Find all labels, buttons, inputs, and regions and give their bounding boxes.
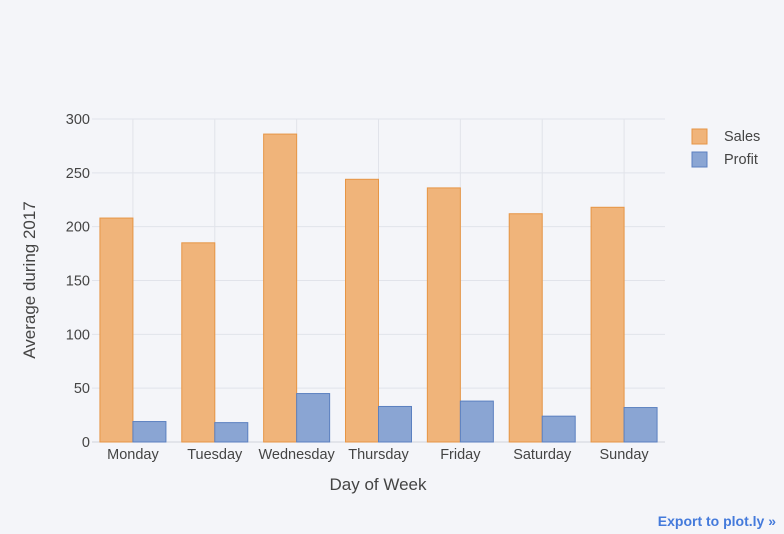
y-tick-labels: 0 50 100 150 200 250 300 (66, 112, 90, 451)
x-tick-label: Friday (440, 447, 481, 463)
legend-swatch (691, 128, 708, 145)
x-tick-label: Thursday (348, 447, 409, 463)
bar-profit-saturday[interactable] (541, 415, 576, 443)
export-to-plotly-link[interactable]: Export to plot.ly » (657, 513, 776, 529)
bar-sales-tuesday[interactable] (181, 242, 216, 443)
bar-profit-tuesday[interactable] (214, 422, 249, 443)
y-tick-label: 0 (82, 435, 90, 451)
x-tick-labels: Monday Tuesday Wednesday Thursday Friday Satu… (107, 447, 649, 463)
y-axis-title: Average during 2017 (20, 201, 39, 359)
y-tick-label: 300 (66, 112, 90, 128)
bar-profit-friday[interactable] (459, 400, 494, 443)
x-tick-label: Tuesday (187, 447, 243, 463)
x-tick-label: Monday (107, 447, 159, 463)
bar-sales-friday[interactable] (426, 187, 461, 443)
bar-profit-thursday[interactable] (378, 405, 412, 443)
bars-layer (99, 133, 658, 443)
legend-label: Profit (724, 152, 758, 168)
legend-label: Sales (724, 129, 760, 145)
x-tick-label: Sunday (599, 447, 649, 463)
y-tick-label: 100 (66, 327, 90, 343)
y-tick-label: 50 (74, 381, 90, 397)
x-axis-title: Day of Week (329, 475, 427, 494)
legend[interactable]: Sales Profit (691, 128, 760, 168)
x-tick-label: Saturday (513, 447, 572, 463)
y-tick-label: 200 (66, 220, 90, 236)
legend-item-profit[interactable]: Profit (691, 151, 758, 168)
legend-swatch (691, 151, 708, 168)
bar-profit-monday[interactable] (132, 421, 167, 443)
bar-sales-thursday[interactable] (345, 178, 379, 443)
bar-sales-saturday[interactable] (508, 213, 543, 443)
y-tick-label: 250 (66, 166, 90, 182)
bar-profit-sunday[interactable] (623, 407, 658, 443)
bar-sales-wednesday[interactable] (263, 133, 298, 443)
y-tick-label: 150 (66, 274, 90, 290)
legend-item-sales[interactable]: Sales (691, 128, 760, 145)
bar-profit-wednesday[interactable] (296, 393, 331, 443)
bar-sales-monday[interactable] (99, 217, 134, 443)
x-tick-label: Wednesday (258, 447, 335, 463)
bar-sales-sunday[interactable] (590, 206, 625, 443)
